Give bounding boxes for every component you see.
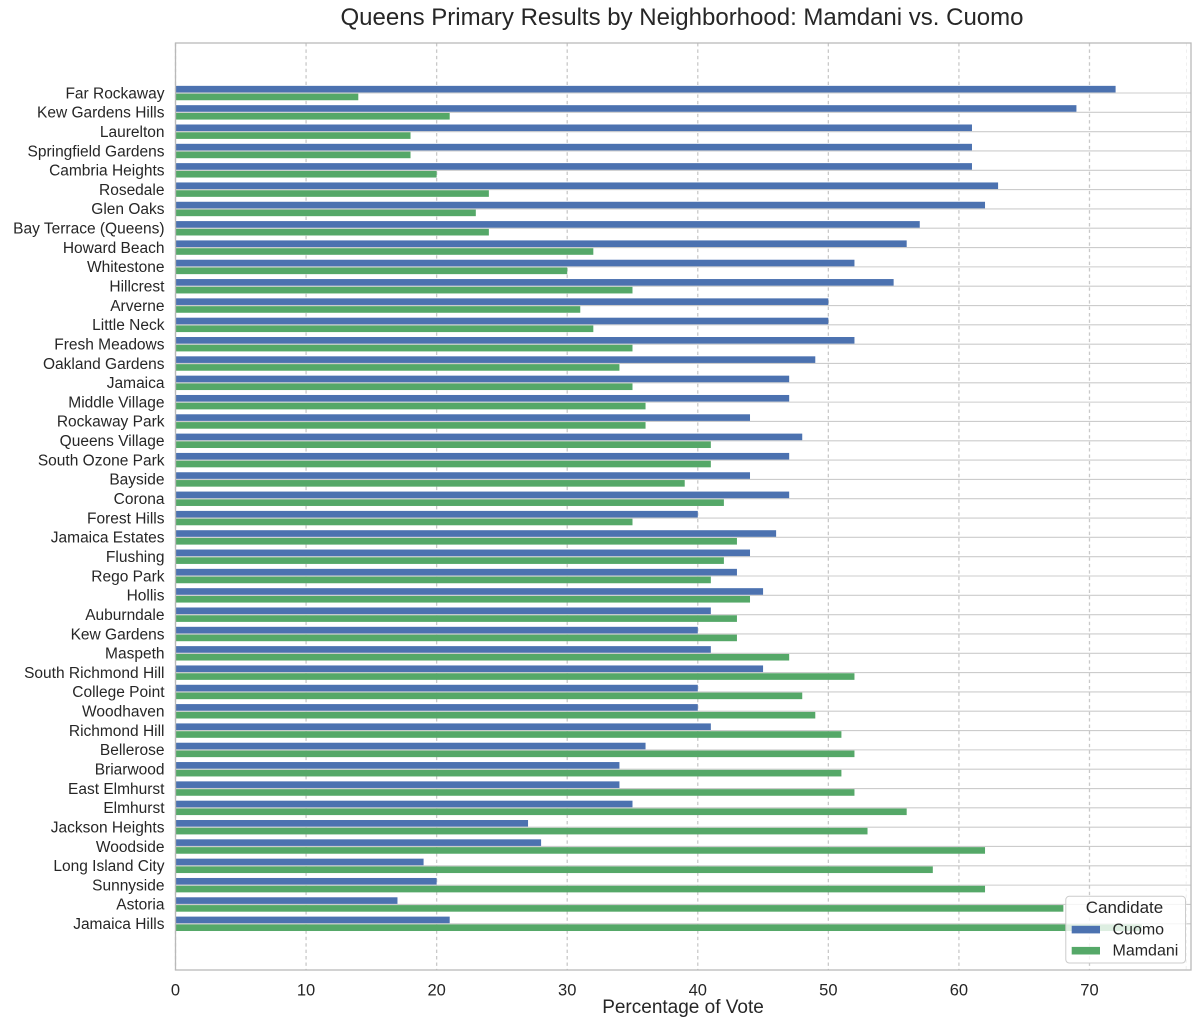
svg-text:Mamdani: Mamdani <box>1113 943 1179 960</box>
svg-text:South Ozone Park: South Ozone Park <box>38 452 165 469</box>
svg-text:Corona: Corona <box>114 491 165 508</box>
svg-text:Fresh Meadows: Fresh Meadows <box>54 336 165 353</box>
svg-text:East Elmhurst: East Elmhurst <box>68 781 165 798</box>
svg-text:Jamaica Estates: Jamaica Estates <box>51 530 165 547</box>
svg-text:70: 70 <box>1080 982 1098 1000</box>
svg-text:Candidate: Candidate <box>1086 898 1164 917</box>
svg-text:30: 30 <box>558 982 576 1000</box>
svg-text:60: 60 <box>950 982 968 1000</box>
svg-text:College Point: College Point <box>72 684 165 701</box>
svg-text:Flushing: Flushing <box>106 549 165 566</box>
svg-text:50: 50 <box>819 982 837 1000</box>
svg-text:20: 20 <box>427 982 445 1000</box>
svg-text:Forest Hills: Forest Hills <box>87 510 165 527</box>
svg-text:Hillcrest: Hillcrest <box>109 279 165 296</box>
svg-text:Jamaica: Jamaica <box>107 375 165 392</box>
svg-text:Cambria Heights: Cambria Heights <box>49 163 165 180</box>
svg-text:40: 40 <box>689 982 707 1000</box>
svg-text:Elmhurst: Elmhurst <box>103 800 165 817</box>
svg-text:Howard Beach: Howard Beach <box>63 240 165 257</box>
svg-text:Astoria: Astoria <box>116 897 165 914</box>
svg-text:South Richmond Hill: South Richmond Hill <box>24 665 164 682</box>
svg-text:10: 10 <box>297 982 315 1000</box>
svg-text:Sunnyside: Sunnyside <box>92 877 164 894</box>
svg-text:Arverne: Arverne <box>110 298 164 315</box>
svg-text:Richmond Hill: Richmond Hill <box>69 723 165 740</box>
svg-text:Hollis: Hollis <box>127 588 165 605</box>
svg-text:Bay Terrace (Queens): Bay Terrace (Queens) <box>13 221 164 238</box>
svg-text:Far Rockaway: Far Rockaway <box>65 85 164 102</box>
svg-text:Rosedale: Rosedale <box>99 182 165 199</box>
svg-text:Cuomo: Cuomo <box>1113 922 1165 939</box>
svg-text:Long Island City: Long Island City <box>53 858 164 875</box>
svg-text:Whitestone: Whitestone <box>87 259 165 276</box>
svg-text:Rego Park: Rego Park <box>91 568 164 585</box>
svg-text:Woodhaven: Woodhaven <box>82 704 164 721</box>
svg-text:Briarwood: Briarwood <box>95 762 165 779</box>
svg-text:0: 0 <box>171 982 180 1000</box>
svg-text:Queens Village: Queens Village <box>60 433 165 450</box>
svg-text:Springfield Gardens: Springfield Gardens <box>28 143 165 160</box>
svg-text:Glen Oaks: Glen Oaks <box>91 201 164 218</box>
svg-text:Maspeth: Maspeth <box>105 646 164 663</box>
svg-text:Auburndale: Auburndale <box>85 607 164 624</box>
svg-text:Kew Gardens: Kew Gardens <box>71 626 165 643</box>
svg-text:Middle Village: Middle Village <box>68 394 164 411</box>
svg-text:Laurelton: Laurelton <box>100 124 165 141</box>
svg-text:Jackson Heights: Jackson Heights <box>51 819 165 836</box>
svg-text:Kew Gardens Hills: Kew Gardens Hills <box>37 105 165 122</box>
svg-text:Bayside: Bayside <box>109 472 164 489</box>
svg-text:Queens Primary Results by Neig: Queens Primary Results by Neighborhood: … <box>341 4 1024 31</box>
svg-text:Jamaica Hills: Jamaica Hills <box>73 916 165 933</box>
svg-text:Rockaway Park: Rockaway Park <box>57 414 165 431</box>
svg-text:Woodside: Woodside <box>96 839 165 856</box>
svg-text:Oakland Gardens: Oakland Gardens <box>43 356 165 373</box>
svg-text:Little Neck: Little Neck <box>92 317 165 334</box>
svg-text:Bellerose: Bellerose <box>100 742 165 759</box>
svg-text:Percentage of Vote: Percentage of Vote <box>602 997 764 1018</box>
